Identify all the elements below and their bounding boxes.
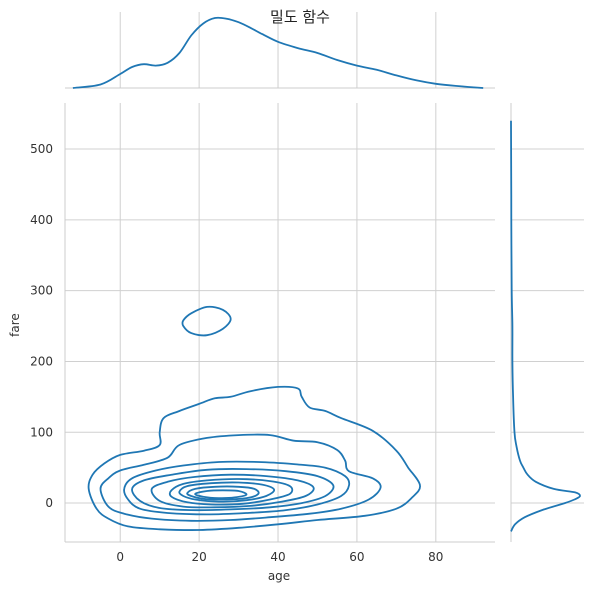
kde-contour-line <box>178 481 276 503</box>
y-tick-label: 0 <box>45 496 53 510</box>
kde-contour-line <box>87 385 421 531</box>
kde-contour-line <box>150 473 315 509</box>
x-tick-label: 40 <box>270 550 285 564</box>
y-tick-label: 200 <box>30 354 53 368</box>
y-tick-label: 400 <box>30 213 53 227</box>
y-axis-label: fare <box>8 313 22 337</box>
x-axis-label: age <box>268 569 290 583</box>
kde-contour-line <box>131 468 335 512</box>
x-tick-label: 80 <box>428 550 443 564</box>
axis-spines <box>64 87 512 543</box>
marginal-y-density-curve <box>510 120 581 532</box>
y-tick-label: 300 <box>30 284 53 298</box>
kde-contour-line <box>194 489 248 500</box>
marginal-y-density <box>510 120 581 532</box>
y-tick-labels: 0 100 200 300 400 500 <box>30 142 53 510</box>
kde-contour-line <box>181 305 232 337</box>
kde-contour-line <box>99 433 382 522</box>
y-tick-label: 100 <box>30 425 53 439</box>
marginal-x-density-curve <box>72 16 484 89</box>
x-tick-label: 0 <box>116 550 124 564</box>
kde-contour-line <box>123 460 351 516</box>
marginal-x-density <box>72 16 484 89</box>
y-tick-label: 500 <box>30 142 53 156</box>
kde-contour-line <box>186 485 260 501</box>
x-tick-label: 60 <box>349 550 364 564</box>
grid-lines <box>65 12 584 542</box>
joint-kde-contours <box>87 305 421 531</box>
x-tick-labels: 0 20 40 60 80 <box>116 550 443 564</box>
chart-title: 밀도 함수 <box>270 8 330 26</box>
kde-contour-line <box>168 478 294 506</box>
x-tick-label: 20 <box>191 550 206 564</box>
